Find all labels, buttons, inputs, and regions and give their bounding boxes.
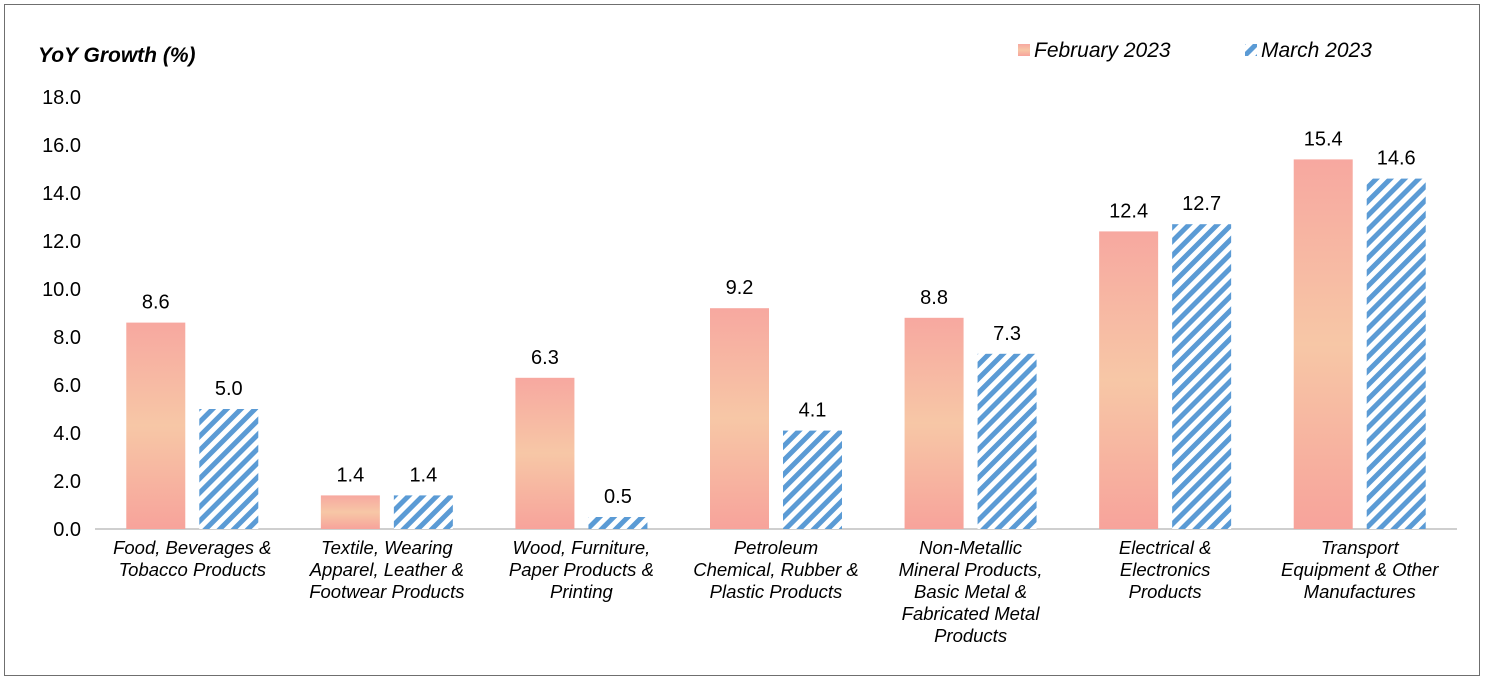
chart-frame: YoY Growth (%) February 2023 March 2023 0… — [4, 4, 1480, 676]
bar-february-2023 — [904, 317, 964, 529]
data-label: 1.4 — [336, 464, 364, 486]
y-tick-label: 6.0 — [53, 375, 81, 397]
data-label: 1.4 — [409, 464, 437, 486]
bars: 8.6 5.0 1.4 1.4 6.3 0.5 9.2 4.1 8.8 7.3 12.4 12.7 15… — [126, 128, 1426, 529]
bar-march-2023 — [783, 430, 842, 529]
legend-label: February 2023 — [1034, 39, 1171, 62]
bar-chart: YoY Growth (%) February 2023 March 2023 0… — [38, 39, 1457, 646]
bar-march-2023 — [393, 495, 453, 529]
legend-swatch — [1018, 44, 1030, 56]
data-label: 8.6 — [142, 292, 170, 314]
data-label: 7.3 — [993, 323, 1021, 345]
bar-february-2023 — [1099, 231, 1159, 529]
data-label: 4.1 — [799, 400, 827, 422]
y-tick-label: 4.0 — [53, 423, 81, 445]
data-label: 9.2 — [726, 277, 754, 299]
y-tick-label: 0.0 — [53, 519, 81, 541]
legend-label: March 2023 — [1261, 39, 1372, 62]
category-label: Non-Metallic Mineral Products, Basic Metal… — [899, 537, 1043, 646]
category-label: Textile, Wearing Apparel, Leather & Footwe… — [309, 537, 465, 602]
legend: February 2023 March 2023 — [1018, 39, 1372, 62]
bar-march-2023 — [1172, 224, 1232, 529]
y-axis-label: YoY Growth (%) — [38, 44, 196, 67]
x-axis: Food, Beverages & Tobacco Products Textile… — [113, 537, 1439, 646]
data-label: 15.4 — [1304, 128, 1343, 150]
category-label: Wood, Furniture, Paper Products & Printing — [509, 537, 654, 602]
bar-february-2023 — [126, 322, 186, 529]
bar-march-2023 — [977, 353, 1037, 529]
bar-march-2023 — [1366, 178, 1426, 529]
category-label: Electrical & Electronics Products — [1119, 537, 1212, 602]
bar-february-2023 — [515, 377, 575, 529]
y-tick-label: 2.0 — [53, 471, 81, 493]
legend-swatch — [1245, 44, 1257, 56]
y-tick-label: 16.0 — [42, 135, 81, 157]
y-tick-label: 8.0 — [53, 327, 81, 349]
data-label: 5.0 — [215, 378, 243, 400]
bar-february-2023 — [1293, 159, 1353, 529]
category-label: Food, Beverages & Tobacco Products — [113, 537, 271, 580]
category-label: Petroleum Chemical, Rubber & Plastic Produ… — [693, 537, 859, 602]
data-label: 6.3 — [531, 347, 559, 369]
y-tick-label: 12.0 — [42, 231, 81, 253]
data-label: 12.7 — [1182, 193, 1221, 215]
data-label: 14.6 — [1377, 148, 1416, 170]
y-tick-label: 14.0 — [42, 183, 81, 205]
data-label: 12.4 — [1109, 200, 1148, 222]
category-label: Transport Equipment & Other Manufactures — [1281, 537, 1439, 602]
bar-march-2023 — [588, 517, 648, 529]
bar-march-2023 — [199, 409, 259, 529]
data-label: 8.8 — [920, 287, 948, 309]
bar-february-2023 — [320, 495, 380, 529]
y-tick-label: 18.0 — [42, 87, 81, 109]
bar-february-2023 — [710, 308, 769, 529]
data-label: 0.5 — [604, 486, 632, 508]
y-tick-label: 10.0 — [42, 279, 81, 301]
